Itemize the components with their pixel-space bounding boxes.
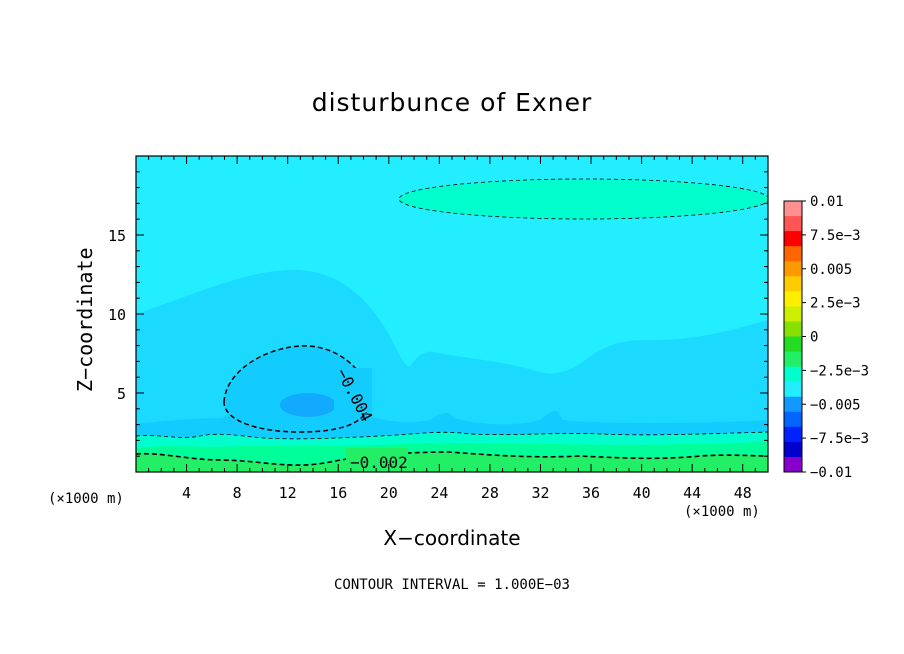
chart-title: disturbunce of Exner — [311, 88, 593, 117]
colorbar-label: 0 — [810, 330, 818, 346]
colorbar-segment — [784, 231, 802, 247]
fill-upper-ellipse — [399, 179, 768, 219]
colorbar-segment — [784, 426, 802, 443]
colorbar-segment — [784, 216, 802, 232]
fill-minimum-blob — [224, 345, 371, 432]
colorbar-label: 2.5e−3 — [810, 296, 861, 312]
y-axis-label: Z−coordinate — [73, 248, 97, 393]
x-axis-label: X−coordinate — [0, 526, 904, 550]
colorbar-segment — [784, 306, 802, 322]
colorbar-segment — [784, 201, 802, 217]
colorbar-segment — [784, 321, 802, 337]
colorbar-segment — [784, 291, 802, 307]
colorbar-segment — [784, 351, 802, 368]
colorbar-label: 7.5e−3 — [810, 228, 861, 244]
colorbar-segment — [784, 441, 802, 458]
contour-upper-surface — [136, 431, 768, 440]
colorbar: 0.01 7.5e−3 0.005 2.5e−3 0 −2.5e−3 −0.005 −7.5e… — [783, 194, 869, 481]
x-tick-label: 40 — [633, 484, 651, 502]
x-tick-label: 16 — [329, 484, 347, 502]
contour-minus-0002 — [136, 451, 768, 466]
colorbar-label: −7.5e−3 — [810, 431, 869, 447]
x-tick-label: 44 — [683, 484, 701, 502]
colorbar-segment — [784, 396, 802, 413]
x-tick-label: 12 — [279, 484, 297, 502]
x-axis-label-text: X−coordinate — [383, 526, 521, 550]
colorbar-segment — [784, 366, 802, 383]
contour-interval-footer: CONTOUR INTERVAL = 1.000E−03 — [333, 577, 570, 593]
colorbar-segment — [784, 411, 802, 428]
x-tick-label: 28 — [481, 484, 499, 502]
fill-minimum-core — [280, 393, 336, 417]
colorbar-segment — [784, 261, 802, 277]
x-tick-label: 36 — [582, 484, 600, 502]
x-tick-label: 8 — [233, 484, 242, 502]
colorbar-label: −2.5e−3 — [810, 363, 869, 379]
x-tick-label: 20 — [380, 484, 398, 502]
x-tick-label: 48 — [734, 484, 752, 502]
colorbar-label: 0.005 — [810, 262, 852, 278]
x-tick-label: 24 — [430, 484, 448, 502]
colorbar-segment — [784, 381, 802, 398]
y-tick-label: 5 — [117, 385, 126, 403]
colorbar-segment — [784, 276, 802, 292]
x-unit-left: (×1000 m) — [48, 491, 124, 507]
x-axis-ticks — [148, 156, 756, 472]
colorbar-segment — [784, 336, 802, 353]
fill-surface-3 — [136, 452, 768, 472]
y-axis-tick-labels: 5 10 15 — [108, 227, 126, 403]
y-axis-ticks — [136, 171, 768, 457]
colorbar-segment — [784, 456, 802, 473]
colorbar-label: 0.01 — [810, 194, 844, 210]
x-axis-tick-labels: 4 8 12 16 20 24 28 32 36 40 44 48 — [182, 484, 752, 502]
colorbar-label: −0.01 — [810, 465, 852, 481]
contour-fill — [136, 156, 768, 472]
colorbar-segment — [784, 246, 802, 262]
colorbar-label: −0.005 — [810, 397, 861, 413]
contour-label-0002: −0.002 — [350, 453, 408, 472]
x-unit-right: (×1000 m) — [684, 504, 760, 520]
contour-label-bg — [334, 368, 372, 412]
y-tick-label: 10 — [108, 306, 126, 324]
contour-label-bg — [346, 448, 408, 470]
y-tick-label: 15 — [108, 227, 126, 245]
x-tick-label: 4 — [182, 484, 191, 502]
x-tick-label: 32 — [531, 484, 549, 502]
